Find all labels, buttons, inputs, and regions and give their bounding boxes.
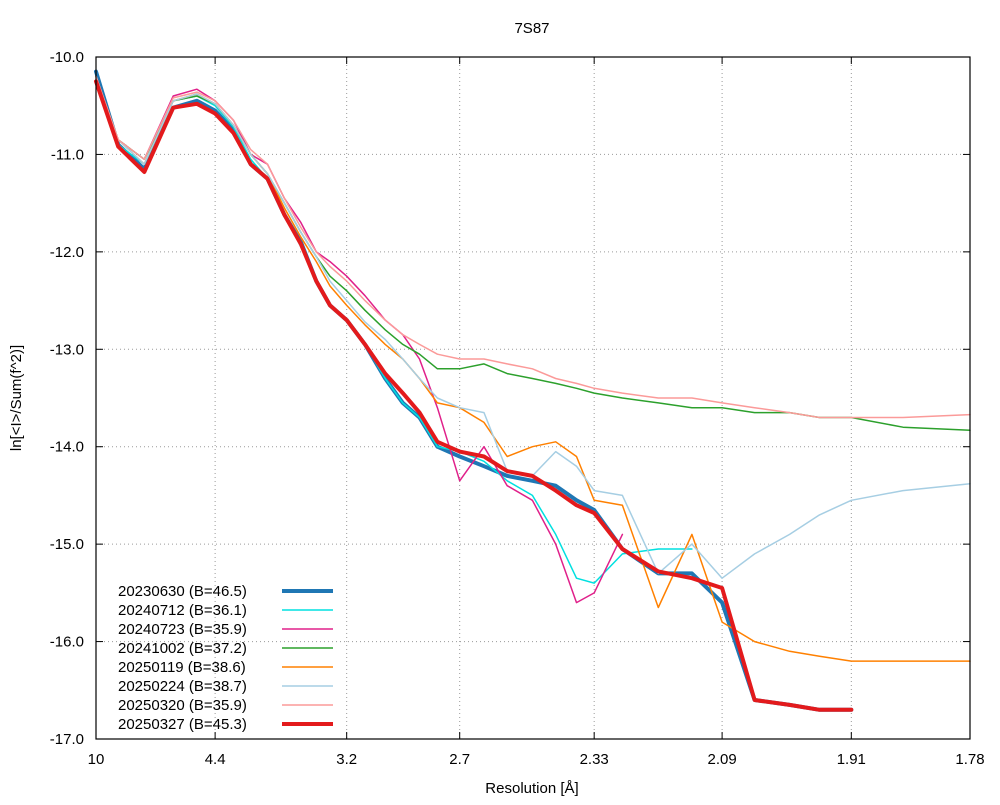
y-tick-label: -13.0 xyxy=(50,341,84,358)
chart-title: 7S87 xyxy=(514,20,549,37)
series-line-4 xyxy=(95,75,971,431)
series-layer xyxy=(94,69,971,712)
x-tick-label: 3.2 xyxy=(336,751,357,768)
x-tick-label: 2.33 xyxy=(580,751,609,768)
series-line-6 xyxy=(95,75,971,579)
legend-label: 20250224 (B=38.7) xyxy=(118,678,247,695)
y-tick-label: -17.0 xyxy=(50,731,84,748)
y-tick-label: -16.0 xyxy=(50,634,84,651)
series-line-3 xyxy=(95,75,624,604)
y-tick-label: -11.0 xyxy=(51,146,84,163)
legend: 20230630 (B=46.5) 20240712 (B=36.1) 202407… xyxy=(118,583,333,733)
y-tick-label: -12.0 xyxy=(50,244,84,261)
x-tick-label: 10 xyxy=(88,751,105,768)
series-line-8 xyxy=(94,79,854,712)
y-axis-label: ln[<I>/Sum(f^2)] xyxy=(8,345,25,451)
series-line-7 xyxy=(95,75,971,419)
y-tick-label: -15.0 xyxy=(50,536,84,553)
legend-label: 20250327 (B=45.3) xyxy=(118,716,247,733)
legend-label: 20240712 (B=36.1) xyxy=(118,602,247,619)
x-tick-label: 1.91 xyxy=(837,751,866,768)
y-tick-label: -14.0 xyxy=(50,439,84,456)
x-tick-label: 2.7 xyxy=(449,751,470,768)
legend-label: 20250119 (B=38.6) xyxy=(118,659,246,676)
legend-label: 20241002 (B=37.2) xyxy=(118,640,247,657)
plot-frame xyxy=(95,56,971,740)
x-tick-label: 2.09 xyxy=(707,751,736,768)
x-tick-label: 4.4 xyxy=(205,751,226,768)
y-tick-label: -10.0 xyxy=(50,49,84,66)
legend-label: 20230630 (B=46.5) xyxy=(118,583,247,600)
x-tick-label: 1.78 xyxy=(955,751,984,768)
axis-ticks: 10 4.4 3.2 2.7 2.33 2.09 1.91 1.78 -10.0 -11.0 -12… xyxy=(50,49,985,768)
series-line-2 xyxy=(95,75,693,584)
legend-label: 20250320 (B=35.9) xyxy=(118,697,247,714)
x-axis-label: Resolution [Å] xyxy=(485,780,578,797)
legend-label: 20240723 (B=35.9) xyxy=(118,621,247,638)
